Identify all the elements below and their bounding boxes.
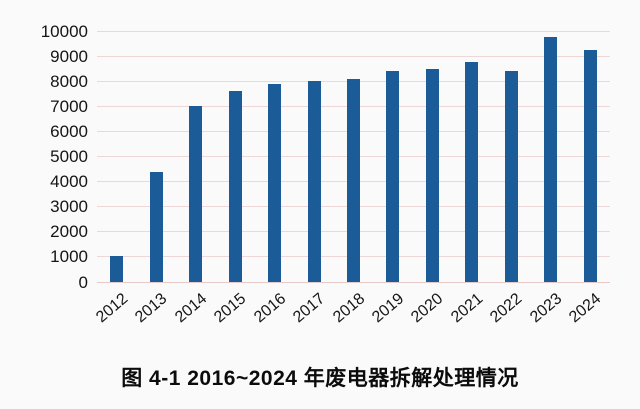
bar-2018 — [347, 78, 360, 282]
y-tick-label-6000: 6000 — [50, 121, 88, 141]
x-tick-label-2021: 2021 — [447, 290, 487, 327]
bar-2012 — [110, 255, 124, 282]
x-tick-label-2022: 2022 — [487, 290, 526, 327]
x-tick-label-2013: 2013 — [132, 290, 171, 327]
x-tick-label-2020: 2020 — [408, 290, 447, 327]
bar-2024 — [583, 49, 597, 282]
y-tick-label-7000: 7000 — [50, 96, 88, 116]
bar-2023 — [544, 37, 558, 282]
bar-2021 — [465, 62, 479, 282]
bar-2019 — [386, 71, 400, 282]
x-tick-label-2014: 2014 — [171, 290, 210, 327]
gridline-y-0 — [97, 281, 610, 283]
y-tick-label-9000: 9000 — [50, 46, 88, 66]
x-tick-label-2017: 2017 — [290, 290, 329, 327]
bar-2022 — [504, 71, 518, 282]
y-tick-label-3000: 3000 — [50, 197, 88, 217]
x-tick-label-2023: 2023 — [526, 290, 566, 327]
gridline-y-9000 — [97, 55, 610, 57]
gridline-y-10000 — [97, 30, 610, 32]
y-tick-label-1000: 1000 — [50, 247, 88, 267]
y-tick-label-5000: 5000 — [50, 147, 88, 166]
bar-2017 — [307, 81, 321, 282]
bar-2014 — [189, 106, 203, 282]
y-tick-label-4000: 4000 — [50, 172, 88, 192]
y-tick-label-0: 0 — [78, 272, 88, 292]
x-tick-label-2016: 2016 — [250, 290, 289, 327]
bar-chart: 0 1000 2000 3000 4000 5000 6000 7000 8000 9000 100… — [40, 21, 610, 327]
x-tick-label-2015: 2015 — [211, 290, 250, 327]
bar-2020 — [425, 68, 439, 282]
x-tick-label-2018: 2018 — [329, 290, 368, 327]
y-tick-label-2000: 2000 — [50, 222, 88, 242]
y-tick-label-10000: 10000 — [40, 21, 88, 41]
bar-2013 — [149, 171, 163, 282]
x-tick-label-2024: 2024 — [566, 290, 605, 327]
y-tick-label-8000: 8000 — [50, 71, 88, 91]
bar-2016 — [268, 83, 282, 282]
figure-caption: 图 4-1 2016~2024 年废电器拆解处理情况 — [121, 367, 519, 390]
x-tick-label-2019: 2019 — [369, 290, 408, 327]
bar-2015 — [228, 91, 242, 282]
x-tick-label-2012: 2012 — [92, 290, 132, 327]
